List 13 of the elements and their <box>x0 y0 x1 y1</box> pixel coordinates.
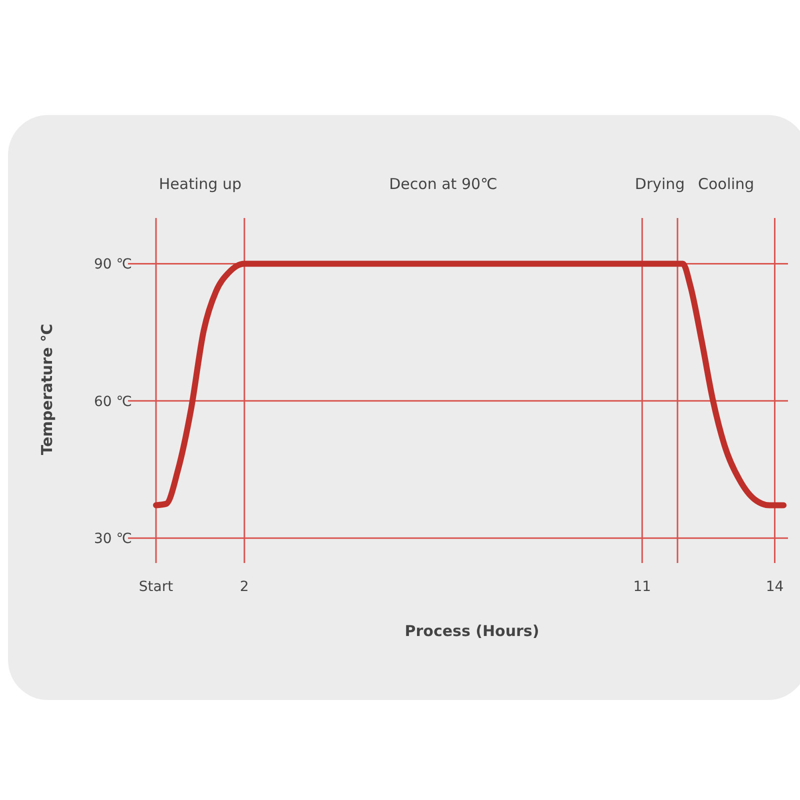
y-tick-label: 30 ℃ <box>94 531 132 548</box>
text: Heating up <box>158 175 242 193</box>
x-tick-label: Start <box>138 579 174 595</box>
text: Decon at 90℃ <box>389 175 498 193</box>
x-tick-label: 11 <box>633 579 652 595</box>
y-tick-label: 60 ℃ <box>94 394 132 410</box>
text: Drying <box>634 175 685 193</box>
text: Cooling <box>698 175 754 193</box>
x-tick-label: 14 <box>766 579 784 595</box>
y-tick-label: 90 ℃ <box>94 256 132 273</box>
x-tick-label: 2 <box>240 579 249 595</box>
x-axis-title: Process (Hours) <box>404 622 540 640</box>
y-axis-title: Temperature ℃ <box>38 324 56 456</box>
